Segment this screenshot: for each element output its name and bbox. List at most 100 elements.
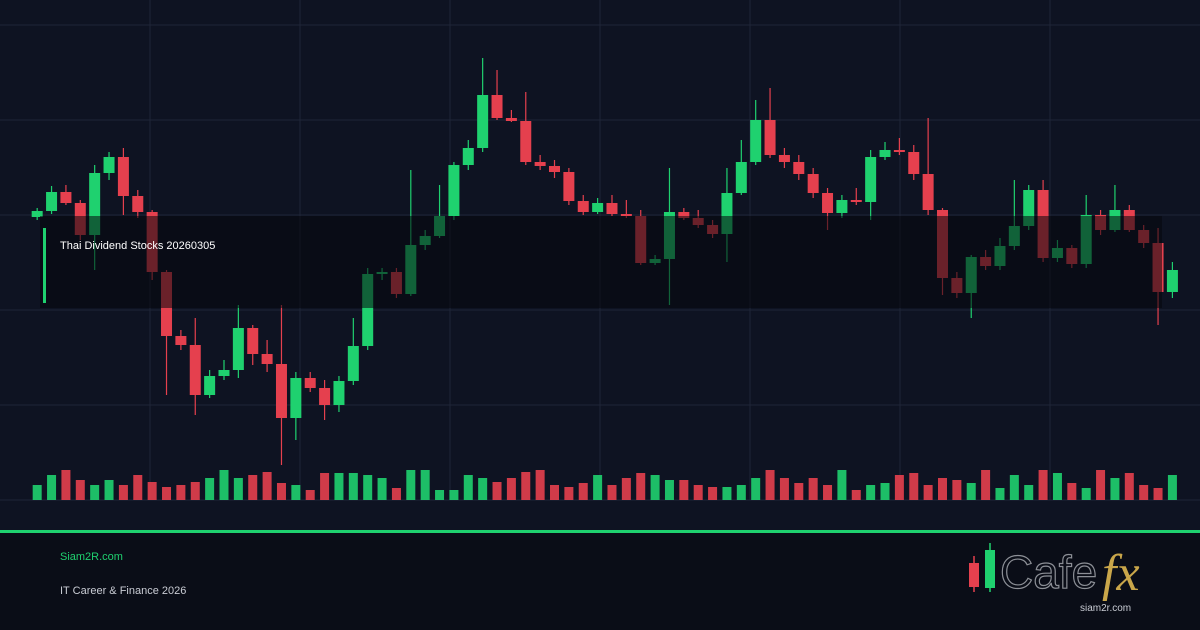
logo-url: siam2r.com [1080,603,1131,614]
volume-bar [435,490,445,500]
candle-body [204,376,216,395]
candle-body [735,162,747,193]
volume-bar [765,470,775,500]
footer-tagline: IT Career & Finance 2026 [60,585,186,597]
volume-bar [363,475,373,500]
logo-accent: fx [1102,545,1140,602]
volume-bar [722,487,732,500]
candle-body [333,381,345,405]
volume-bar [1067,483,1077,500]
candle-body [60,192,72,203]
candle-body [563,172,575,201]
logo-icon [969,563,979,587]
volume-bar [420,470,430,500]
volume-bar [506,478,516,500]
candle-body [822,193,834,213]
volume-bar [1052,473,1062,500]
volume-bar [334,473,344,500]
volume-bar [535,470,545,500]
volume-bar [779,478,789,500]
volume-bar [823,485,833,500]
candle-body [347,346,359,381]
volume-bar [650,475,660,500]
candle-body [534,162,546,166]
candle-body [505,118,517,121]
volume-bar [937,478,947,500]
volume-bar [190,482,200,500]
candle-body [836,200,848,213]
candle-body [577,201,589,212]
volume-bar [564,487,574,500]
volume-bar [219,470,229,500]
candle-body [319,388,331,405]
candle-body [31,211,43,217]
candle-body [678,212,690,218]
volume-bar [90,485,100,500]
volume-bar [248,475,258,500]
candle-body [850,200,862,202]
volume-bar [621,478,631,500]
volume-bar [262,472,272,500]
volume-bar [162,487,172,500]
volume-bar [1038,470,1048,500]
volume-bar [47,475,57,500]
volume-bar [578,483,588,500]
footer-rule [0,530,1200,533]
volume-bar [391,488,401,500]
candle-body [922,174,934,210]
volume-bar [61,470,71,500]
candle-body [103,157,115,173]
candle-body [520,121,532,162]
volume-bar [118,485,128,500]
footer-background [0,530,1200,630]
title-accent [43,228,46,303]
volume-bar [1167,475,1177,500]
candle-body [778,155,790,162]
candle-body [908,152,920,174]
volume-bar [866,485,876,500]
volume-bar [133,475,143,500]
volume-bar [1124,473,1134,500]
title-band [40,216,1162,308]
volume-bar [837,470,847,500]
volume-bar [995,488,1005,500]
candle-body [793,162,805,174]
volume-bar [1110,478,1120,500]
volume-bar [550,485,560,500]
volume-bar [320,473,330,500]
volume-bar [1096,470,1106,500]
candle-body [1023,190,1035,226]
volume-bar [463,475,473,500]
volume-bar [981,470,991,500]
candle-body [304,378,316,388]
candle-body [218,370,230,376]
volume-bar [291,485,301,500]
candle-body [175,336,187,345]
volume-bar [449,490,459,500]
candle-body [462,148,474,165]
volume-bar [305,490,315,500]
volume-bar [909,473,919,500]
candle-body [606,203,618,214]
volume-bar [1153,488,1163,500]
volume-bar [880,483,890,500]
volume-bar [664,480,674,500]
logo-icon [985,550,995,588]
volume-bar [32,485,42,500]
volume-bar [233,478,243,500]
volume-bar [1081,488,1091,500]
volume-bar [478,478,488,500]
candle-body [549,166,561,172]
footer-site: Siam2R.com [60,551,123,563]
volume-bar [607,485,617,500]
candle-body [261,354,273,364]
candle-body [132,196,144,212]
volume-bar [1139,485,1149,500]
volume-bar [593,475,603,500]
volume-bar [75,480,85,500]
volume-bar [147,482,157,500]
candle-body [592,203,604,212]
volume-bar [693,485,703,500]
volume-bar [966,483,976,500]
